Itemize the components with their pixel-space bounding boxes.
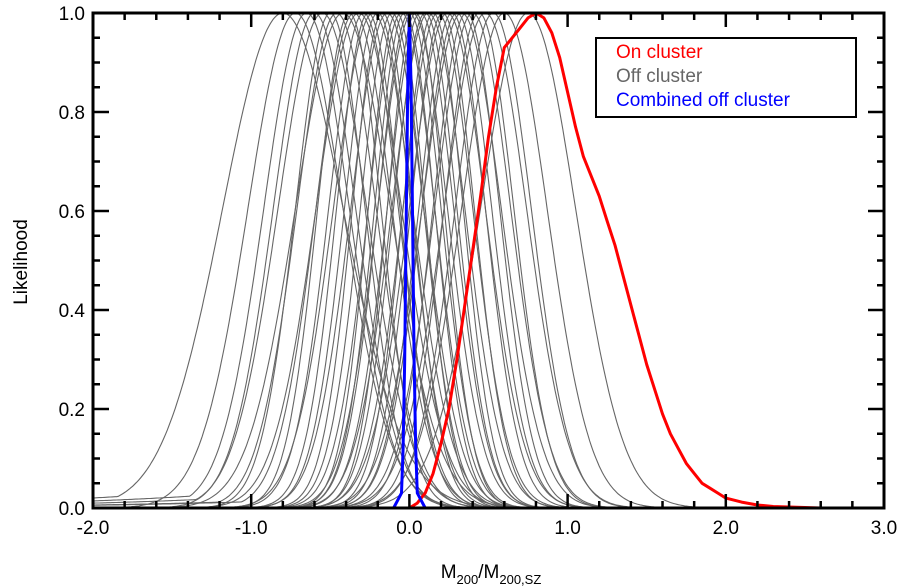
tick-labels: -2.0 -1.0 0.0 1.0 2.0 3.0 0.0 0.2 0.4 0.6 0.8 1.0	[59, 4, 898, 539]
y-tick-label: 1.0	[59, 4, 85, 25]
x-tick-label: 1.0	[554, 518, 580, 539]
x-tick-label: -2.0	[77, 518, 110, 539]
x-label-m2: M	[484, 562, 500, 583]
x-label-sub2: 200,SZ	[499, 572, 541, 587]
x-axis-label: M200/M200,SZ	[441, 562, 542, 587]
legend-entry-off-cluster: Off cluster	[616, 66, 703, 87]
ticks	[91, 11, 886, 510]
y-tick-label: 0.2	[59, 400, 85, 421]
legend-entry-combined: Combined off cluster	[616, 90, 791, 111]
x-label-sub1: 200	[457, 572, 479, 587]
x-label-m: M	[441, 562, 457, 583]
y-tick-label: 0.4	[59, 301, 86, 322]
legend: On cluster Off cluster Combined off clus…	[595, 37, 857, 118]
legend-box	[595, 37, 857, 118]
y-axis-label: Likelihood	[11, 219, 32, 305]
legend-entry-on-cluster: On cluster	[616, 42, 703, 63]
y-tick-label: 0.8	[59, 103, 85, 124]
x-tick-label: 3.0	[871, 518, 897, 539]
x-tick-label: -1.0	[235, 518, 268, 539]
y-tick-label: 0.6	[59, 202, 85, 223]
y-tick-label: 0.0	[59, 499, 85, 520]
x-tick-label: 0.0	[396, 518, 422, 539]
x-tick-label: 2.0	[713, 518, 739, 539]
on-cluster-line	[401, 11, 884, 510]
x-label-slash: /	[478, 562, 484, 583]
